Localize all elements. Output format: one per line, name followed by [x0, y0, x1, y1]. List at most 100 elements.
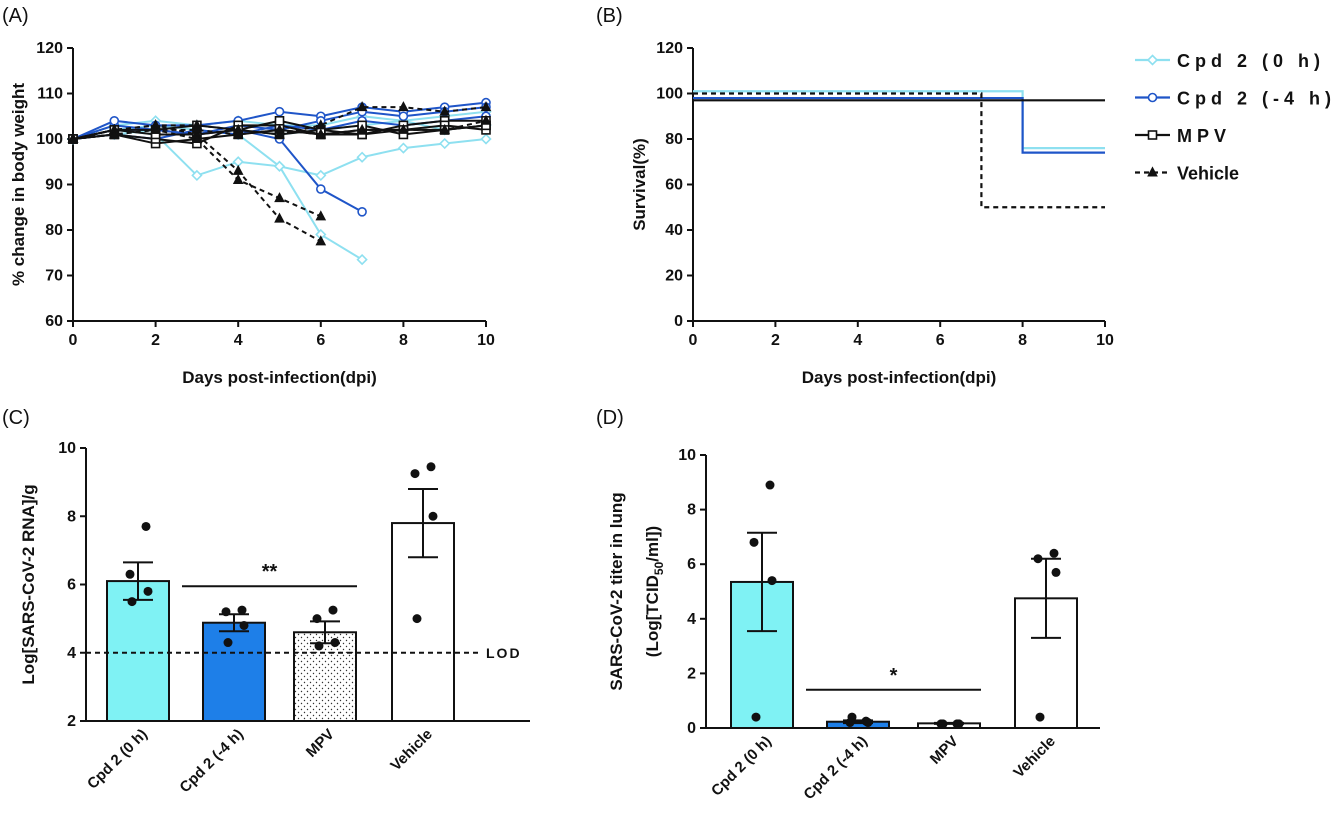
a-point-1-9: [439, 137, 451, 150]
d-point-vehicle-3: [1035, 712, 1045, 722]
a-point-0-3: [191, 169, 203, 182]
d-point-mpv-2: [954, 719, 964, 729]
d-y-tick-label-10: 10: [678, 447, 696, 464]
a-point-15-10: [480, 114, 492, 125]
a-point-4-7: [357, 207, 367, 217]
c-point-vehicle-0: [426, 462, 436, 472]
d-category-label-cpd-2-0-h: Cpd 2 (0 h): [708, 733, 775, 800]
a-point-6-8: [398, 111, 409, 122]
b-x-tick-label-8: 8: [1018, 332, 1027, 349]
a-point-1-6: [315, 169, 327, 182]
a-point-14-8: [398, 101, 409, 112]
b-x-tick-label-4: 4: [853, 332, 862, 349]
a-x-tick-label-8: 8: [399, 332, 408, 349]
a-point-13-4: [232, 173, 244, 184]
d-category-label-vehicle: Vehicle: [1010, 733, 1059, 782]
d-category-label-cpd-2-4-h: Cpd 2 (-4 h): [800, 733, 870, 803]
b-x-axis-label: Days post-infection(dpi): [802, 368, 997, 387]
d-point-cpd-2-0-h-1: [749, 537, 759, 547]
d-point-vehicle-0: [1049, 548, 1059, 558]
b-legend-label-cpd-2-0-h: Cpd 2 (0 h): [1177, 51, 1325, 71]
a-point-4-6: [315, 184, 326, 194]
a-point-13-6: [315, 210, 327, 221]
c-y-tick-label-6: 6: [67, 577, 76, 594]
a-point-15-9: [439, 123, 451, 134]
d-point-cpd-2-4-h-3: [847, 712, 857, 722]
b-legend-label-vehicle: Vehicle: [1177, 164, 1239, 184]
a-point-5-1: [109, 116, 120, 126]
b-series-vehicle: [693, 92, 1105, 209]
c-significance-label: **: [262, 561, 278, 583]
a-point-1-7: [356, 151, 368, 163]
a-point-0-7: [356, 253, 368, 266]
a-point-13-5: [274, 192, 285, 203]
a-point-15-2: [150, 123, 161, 134]
c-bar-cpd-2-0-h: [106, 580, 170, 723]
a-point-15-0: [67, 132, 79, 143]
a-point-15-1: [108, 128, 120, 139]
a-point-1-5: [273, 160, 286, 172]
c-bar-cpd-2-4-h: [202, 621, 266, 722]
a-point-15-4: [232, 128, 244, 139]
a-point-15-5: [274, 123, 285, 134]
a-point-12-6: [315, 235, 327, 246]
b-y-tick-label-40: 40: [665, 222, 683, 239]
d-point-cpd-2-4-h-2: [863, 718, 873, 728]
d-y-tick-label-8: 8: [687, 502, 696, 519]
a-x-axis-label: Days post-infection(dpi): [182, 368, 377, 387]
a-point-15-7: [356, 123, 368, 134]
c-point-mpv-2: [330, 638, 340, 648]
d-significance-label: *: [890, 665, 898, 687]
b-legend-label-mpv: MPV: [1177, 126, 1231, 146]
b-y-tick-label-80: 80: [665, 131, 683, 148]
a-point-13-3: [191, 132, 203, 143]
c-bar-mpv: [293, 631, 357, 723]
c-point-cpd-2-0-h-0: [141, 521, 151, 531]
chart-b-survival: 0 20 40 60 80 100 120 0 2 4 6 8 10 Cpd 2 (0 h) Cpd 2 (…: [630, 40, 1333, 387]
panel-label-c: (C): [2, 407, 30, 429]
chart-c-rna: 2 4 6 8 10 Cpd 2 (0 h) Cpd 2 (-4 h) MPV Vehicle *…: [19, 440, 530, 796]
b-legend-label-cpd-2-4-h: Cpd 2 (-4 h): [1177, 89, 1333, 109]
a-point-15-3: [191, 123, 203, 134]
panel-label-d: (D): [596, 407, 624, 429]
c-y-axis-label: Log[SARS-CoV-2 RNA]/g: [19, 484, 38, 684]
a-y-tick-label-70: 70: [45, 268, 63, 285]
c-y-tick-label-4: 4: [67, 645, 76, 662]
b-x-tick-label-10: 10: [1096, 332, 1114, 349]
a-y-tick-label-110: 110: [37, 86, 63, 103]
a-point-1-10: [480, 133, 492, 145]
b-legend-marker-vehicle: [1147, 166, 1158, 177]
d-y-tick-label-4: 4: [687, 611, 696, 628]
a-point-14-7: [356, 101, 368, 112]
a-point-5-5: [274, 106, 285, 117]
b-legend-marker-cpd-2-4-h: [1147, 92, 1158, 103]
a-point-15-8: [398, 123, 409, 134]
a-point-1-8: [397, 142, 410, 154]
d-point-cpd-2-0-h-0: [765, 480, 775, 490]
c-point-mpv-1: [312, 614, 322, 624]
panel-label-a: (A): [2, 5, 29, 27]
c-point-cpd-2-0-h-2: [143, 586, 153, 596]
c-point-mpv-0: [328, 605, 338, 615]
c-y-tick-label-2: 2: [67, 713, 76, 730]
b-series-cpd-2-4-h: [693, 96, 1105, 154]
panel-label-b: (B): [596, 5, 623, 27]
b-y-tick-label-20: 20: [665, 268, 683, 285]
c-point-cpd-2-4-h-3: [223, 638, 233, 648]
a-point-15-6: [315, 128, 327, 139]
a-point-12-4: [232, 164, 244, 175]
d-point-vehicle-2: [1051, 567, 1061, 577]
d-point-mpv-3: [938, 719, 948, 729]
c-y-tick-label-10: 10: [58, 440, 76, 457]
c-point-mpv-3: [314, 641, 324, 651]
c-category-label-mpv: MPV: [303, 726, 338, 761]
c-point-cpd-2-4-h-2: [239, 620, 249, 630]
b-x-tick-label-2: 2: [771, 332, 780, 349]
c-point-cpd-2-4-h-0: [237, 605, 247, 615]
c-point-cpd-2-4-h-1: [221, 607, 231, 617]
c-point-cpd-2-0-h-3: [127, 597, 137, 607]
b-y-tick-label-120: 120: [656, 40, 683, 57]
a-point-11-5: [274, 116, 285, 126]
a-x-tick-label-2: 2: [151, 332, 160, 349]
